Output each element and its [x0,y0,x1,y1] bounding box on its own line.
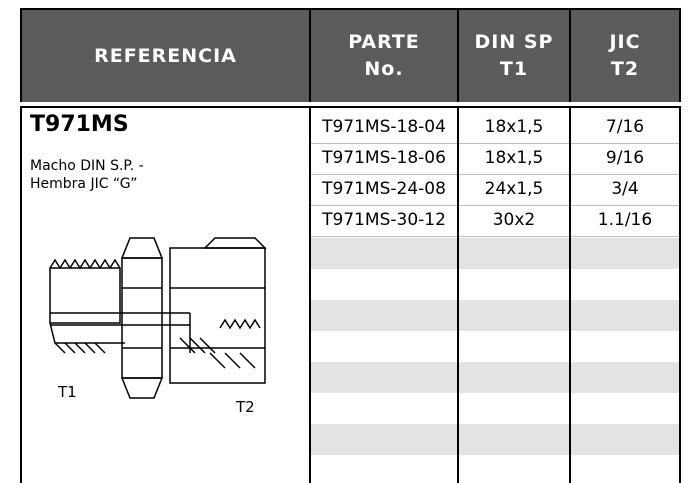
description-line: Macho DIN S.P. - [30,158,144,174]
drawing-label: T1 [58,383,77,401]
row-line [311,174,680,175]
fitting-drawing [49,237,267,399]
column-line [457,10,459,483]
cell: 24x1,5 [484,179,544,199]
header-text: T1 [499,58,529,80]
header-text: PARTE [348,31,420,53]
cell: 18x1,5 [484,148,544,168]
cell: T971MS-18-04 [322,117,446,137]
cell: 30x2 [492,210,536,230]
row-stripe [311,424,680,455]
border-right [679,10,681,483]
header-rule [20,106,681,108]
row-stripe [311,300,680,331]
cell: 1.1/16 [597,210,653,230]
header-text: No. [364,58,404,80]
product-description: Macho DIN S.P. - Hembra JIC “G” [30,157,144,193]
header-gap [20,102,681,106]
row-line [311,143,680,144]
row-line [311,205,680,206]
description-line: Hembra JIC “G” [30,176,138,192]
header-cell: PARTE No. [311,10,457,102]
header-text: T2 [610,58,640,80]
header-text: REFERENCIA [94,44,237,67]
header-text: JIC [609,31,641,53]
cell: 3/4 [611,179,639,199]
cell: 18x1,5 [484,117,544,137]
header-cell: DIN SP T1 [459,10,569,102]
border-top [20,8,681,10]
row-line [311,236,680,237]
product-code: T971MS [30,112,129,137]
row-stripe [311,238,680,269]
cell: 9/16 [605,148,645,168]
header-cell: JIC T2 [571,10,679,102]
border-left [20,10,22,483]
drawing-label: T2 [236,398,255,416]
header-cell: REFERENCIA [22,10,309,102]
column-line [569,10,571,483]
cell: T971MS-24-08 [322,179,446,199]
cell: T971MS-30-12 [322,210,446,230]
cell: T971MS-18-06 [322,148,446,168]
header-text: DIN SP [474,31,554,53]
cell: 7/16 [605,117,645,137]
column-line [309,10,311,483]
row-stripe [311,362,680,393]
